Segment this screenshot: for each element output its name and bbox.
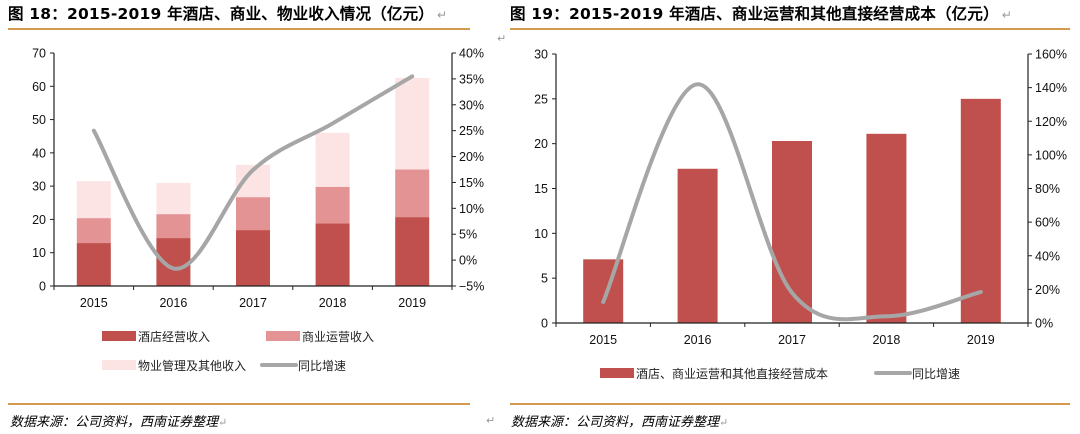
right-growth-line — [601, 82, 983, 322]
left-x-tick-label: 2019 — [398, 296, 426, 310]
left-source-rule — [8, 403, 470, 405]
paragraph-mark-icon: ↵ — [497, 32, 507, 45]
left-x-tick-label: 2015 — [80, 296, 108, 310]
left-bar-2019-s2 — [395, 77, 430, 170]
right-bar-2015-s0 — [583, 259, 624, 323]
left-right-tick-label: 30% — [459, 98, 484, 112]
left-source-note: 数据来源：公司资料，西南证券整理↵ — [10, 411, 227, 430]
right-left-tick-label: 15 — [534, 182, 548, 196]
right-source-note: 数据来源：公司资料，西南证券整理↵ — [511, 411, 728, 430]
right-right-tick-label: 140% — [1035, 81, 1067, 95]
right-legend-swatch — [600, 368, 634, 378]
left-figure-title: 图 18：2015-2019 年酒店、商业、物业收入情况（亿元） ↵ — [8, 2, 447, 24]
left-left-tick-label: 60 — [32, 80, 46, 94]
left-left-tick-label: 0 — [39, 280, 46, 294]
left-right-tick-label: 20% — [459, 150, 484, 164]
paragraph-mark-icon: ↵ — [486, 414, 496, 427]
right-left-tick-label: 20 — [534, 137, 548, 151]
right-legend-label: 酒店、商业运营和其他直接经营成本 — [636, 366, 828, 381]
left-x-tick-label: 2016 — [159, 296, 187, 310]
right-right-tick-label: 20% — [1035, 283, 1060, 297]
left-right-tick-label: 40% — [459, 47, 484, 61]
right-legend-label: 同比增速 — [912, 367, 960, 381]
left-bar-2018-s1 — [315, 186, 350, 224]
left-right-tick-label: 25% — [459, 124, 484, 138]
right-bar-2018-s0 — [866, 133, 907, 323]
left-bar-2018-s0 — [315, 223, 350, 286]
right-x-tick-label: 2017 — [778, 333, 806, 347]
left-bar-2015-s1 — [76, 218, 111, 244]
paragraph-mark-icon: ↵ — [1001, 8, 1013, 22]
right-right-tick-label: 100% — [1035, 148, 1067, 162]
left-left-tick-label: 10 — [32, 246, 46, 260]
left-legend-swatch — [266, 331, 300, 341]
left-right-tick-label: 10% — [459, 202, 484, 216]
right-right-tick-label: 80% — [1035, 182, 1060, 196]
left-bar-2015-s2 — [76, 181, 111, 219]
paragraph-mark-icon: ↵ — [218, 416, 228, 429]
right-figure-title: 图 19：2015-2019 年酒店、商业运营和其他直接经营成本（亿元） ↵ — [510, 2, 1012, 24]
right-right-tick-label: 60% — [1035, 216, 1060, 230]
right-left-tick-label: 5 — [541, 272, 548, 286]
left-legend-swatch — [102, 331, 136, 341]
right-right-tick-label: 120% — [1035, 115, 1067, 129]
left-title-rule — [8, 28, 470, 30]
right-bar-2016-s0 — [677, 168, 718, 323]
left-bar-2016-s1 — [156, 214, 191, 239]
paragraph-mark-icon: ↵ — [436, 8, 448, 22]
right-left-tick-label: 25 — [534, 92, 548, 106]
left-left-tick-label: 50 — [32, 113, 46, 127]
left-left-tick-label: 70 — [32, 47, 46, 61]
left-right-tick-label: −5% — [459, 280, 484, 294]
left-right-tick-label: 0% — [459, 254, 477, 268]
left-x-tick-label: 2018 — [319, 296, 347, 310]
left-bar-2016-s2 — [156, 182, 191, 215]
right-right-tick-label: 160% — [1035, 48, 1067, 62]
left-source-text: 数据来源：公司资料，西南证券整理 — [10, 415, 219, 430]
left-right-tick-label: 5% — [459, 228, 477, 242]
right-title-rule — [510, 28, 1070, 30]
left-x-tick-label: 2017 — [239, 296, 267, 310]
left-growth-line — [91, 74, 415, 271]
left-left-tick-label: 20 — [32, 213, 46, 227]
right-left-tick-label: 10 — [534, 227, 548, 241]
right-source-text: 数据来源：公司资料，西南证券整理 — [511, 415, 720, 430]
right-x-tick-label: 2016 — [684, 333, 712, 347]
left-bar-2019-s0 — [395, 217, 430, 286]
right-x-tick-label: 2018 — [872, 333, 900, 347]
left-legend-label: 同比增速 — [298, 359, 346, 373]
right-x-tick-label: 2015 — [589, 333, 617, 347]
left-bar-2017-s1 — [236, 197, 270, 231]
right-left-tick-label: 30 — [534, 48, 548, 62]
right-source-rule — [510, 403, 1070, 405]
left-left-tick-label: 40 — [32, 146, 46, 160]
left-bar-2017-s0 — [236, 230, 270, 286]
left-legend-label: 商业运营收入 — [302, 329, 374, 344]
left-bar-2015-s0 — [76, 243, 111, 286]
left-left-tick-label: 30 — [32, 180, 46, 194]
left-legend-label: 物业管理及其他收入 — [138, 358, 246, 373]
left-bar-2018-s2 — [315, 132, 350, 187]
right-right-tick-label: 40% — [1035, 249, 1060, 263]
right-x-tick-label: 2019 — [967, 333, 995, 347]
right-figure-title-text: 图 19：2015-2019 年酒店、商业运营和其他直接经营成本（亿元） — [510, 5, 999, 23]
left-legend-label: 酒店经营收入 — [138, 330, 210, 344]
right-bar-2019-s0 — [960, 98, 1001, 323]
left-right-tick-label: 15% — [459, 176, 484, 190]
left-right-tick-label: 35% — [459, 72, 484, 86]
paragraph-mark-icon: ↵ — [719, 416, 729, 429]
right-right-tick-label: 0% — [1035, 317, 1053, 331]
left-bar-2019-s1 — [395, 169, 430, 218]
right-left-tick-label: 0 — [541, 317, 548, 331]
left-figure-title-text: 图 18：2015-2019 年酒店、商业、物业收入情况（亿元） — [8, 5, 434, 23]
left-legend-swatch — [102, 360, 136, 370]
